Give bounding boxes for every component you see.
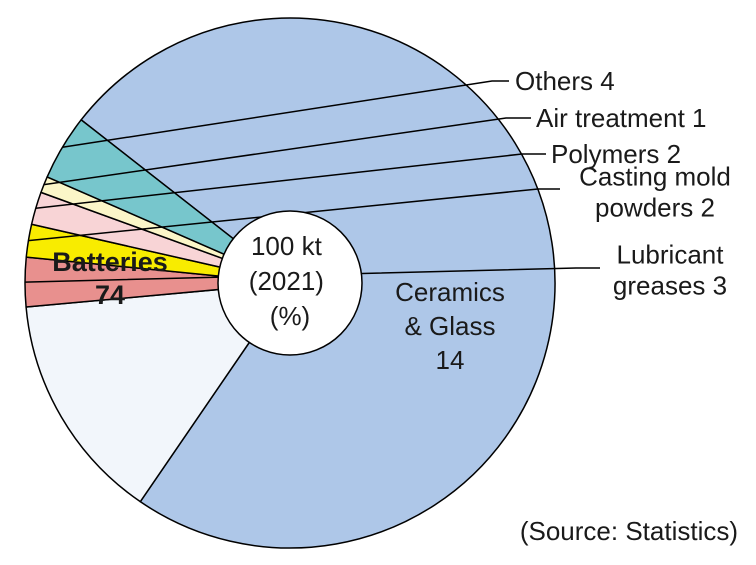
slice-label-line: greases 3 <box>613 271 727 301</box>
slice-label-batteries: Batteries 74 <box>52 247 168 310</box>
slice-label-polymers: Polymers 2 <box>551 139 681 169</box>
source-note: (Source: Statistics) <box>520 516 738 546</box>
leader-lines <box>24 80 600 283</box>
slice-label-line: powders 2 <box>595 193 715 223</box>
slice-label-line: Polymers 2 <box>551 139 681 169</box>
slice-label-line: Others 4 <box>515 66 615 96</box>
center-hole <box>217 210 363 356</box>
slice-label-casting-mold-powders: Casting mold powders 2 <box>579 162 731 223</box>
slice-label-lubricant-greases: Lubricant greases 3 <box>613 240 727 301</box>
center-label-line: 100 kt <box>251 231 323 261</box>
slice-label-others: Others 4 <box>515 66 615 96</box>
leader-line-lubricant-greases <box>24 267 600 283</box>
slice-label-line: Air treatment 1 <box>536 103 707 133</box>
center-label-line: (2021) <box>249 266 324 296</box>
slice-label-line: Lubricant <box>617 240 725 270</box>
slice-label-line: Batteries <box>52 247 168 277</box>
center-label-line: (%) <box>270 301 310 331</box>
slice-label-line: & Glass <box>404 311 495 341</box>
leader-line-casting-mold-powders <box>28 188 560 242</box>
leader-line-others <box>62 80 509 149</box>
slice-label-line: Casting mold <box>579 162 731 192</box>
leader-line-polymers <box>35 153 546 209</box>
leader-line-air-treatment <box>43 117 531 186</box>
pie-slice-ceramics-glass <box>25 282 291 503</box>
slice-label-line: 14 <box>436 345 465 375</box>
slice-label-line: Ceramics <box>395 277 505 307</box>
center-label: 100 kt (2021) (%) <box>249 231 331 331</box>
slice-labels: Batteries 74 Ceramics & Glass 14 Lubricant gre… <box>52 66 731 375</box>
slice-label-air-treatment: Air treatment 1 <box>536 103 707 133</box>
slice-label-line: 74 <box>95 280 125 310</box>
slice-label-ceramics-glass: Ceramics & Glass 14 <box>395 277 505 375</box>
